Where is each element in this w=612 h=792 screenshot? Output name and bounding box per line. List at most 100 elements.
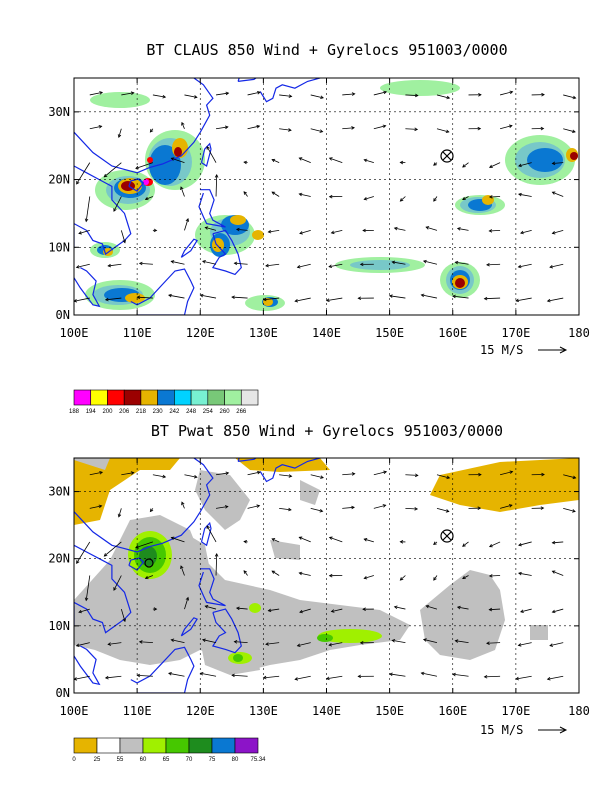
bottom-wind-vector-head [546,677,551,681]
top-wind-vector-head [382,124,387,129]
bottom-wind-vector-head [104,675,109,680]
bottom-wind-vector [423,639,438,644]
bottom-wind-vector-head [149,508,154,513]
top-wind-vector [271,159,280,164]
top-wind-vector-head [204,226,209,230]
bottom-y-tick-label: 30N [48,485,70,499]
bottom-wind-vector-head [136,673,141,678]
top-wind-vector [78,229,90,234]
bottom-wind-vector-head [551,540,556,545]
top-wind-vector [118,128,122,138]
bottom-wind-vector [202,639,217,644]
bottom-wind-vector [180,565,185,576]
bottom-wind-vector-head [382,504,387,508]
top-wind-vector-head [486,262,490,267]
bottom-wind-vector-head [393,605,398,610]
bottom-wind-vector-head [99,471,104,475]
top-wind-vector-head [117,134,122,138]
bottom-wind-vector-head [265,642,269,646]
top-wind-vector-head [103,173,108,178]
bottom-wind-vector-head [572,509,576,513]
top-wind-vector [405,94,418,96]
top-wind-vector [400,196,406,202]
top-wind-vector-head [231,295,235,300]
top-wind-vector [247,91,261,96]
top-wind-vector [108,263,122,267]
top-wind-vector [310,94,324,99]
top-wind-vector-head [388,294,393,298]
bottom-wind-vector-head [257,470,261,475]
top-wind-vector [342,93,355,96]
bottom-wind-vector-head [328,642,333,647]
bottom-colorbar-swatch [165,737,190,754]
top-wind-vector-head [509,90,514,95]
bottom-wind-vector [113,575,122,591]
bottom-wind-vector [329,642,343,646]
top-wind-vector-head [78,231,82,235]
top-wind-vector [271,191,280,197]
bottom-wind-vector [247,505,260,509]
top-wind-vector [405,128,418,130]
top-wind-vector [326,297,343,301]
top-colorbar-swatch [240,389,259,406]
top-colorbar-swatch [123,389,142,406]
bottom-wind-vector [520,608,532,613]
top-y-tick-label: 30N [48,105,70,119]
bottom-wind-vector-head [483,674,488,679]
bottom-wind-vector [452,673,469,677]
top-wind-vector [89,125,102,130]
top-wind-vector-head [271,191,276,195]
bottom-colorbar-swatch [96,737,121,754]
bottom-wind-vector [342,473,355,476]
bottom-wind-vector-head [243,570,247,574]
top-wind-vector-head [357,296,362,301]
top-wind-vector [104,162,122,178]
bottom-wind-vector [247,471,261,476]
top-wind-vector-head [181,121,185,126]
bottom-wind-vector-head [98,504,103,509]
bottom-wind-vector-head [433,577,437,581]
bottom-wind-vector-head [256,504,261,508]
bottom-wind-vector-head [113,587,117,591]
bottom-wind-vector [184,474,197,478]
top-wind-vector-head [551,161,556,166]
bottom-wind-vector-head [488,607,493,612]
bottom-wind-vector [108,642,122,645]
top-coast-segment [200,142,212,167]
top-wind-vector-head [414,93,419,98]
bottom-colorbar-label: 60 [140,757,147,763]
top-wind-vector [421,294,438,299]
bottom-y-tick-label: 20N [48,552,70,566]
bottom-wind-vector [184,597,189,610]
bottom-coast-segment [200,521,212,547]
top-wind-vector [515,297,532,302]
top-wind-vector-head [257,90,261,95]
bottom-colorbar-label: 75.34 [250,757,266,763]
bottom-colorbar-label: 25 [94,757,101,763]
bottom-wind-vector-head [330,609,335,613]
top-wind-vector [331,229,343,234]
bottom-wind-vector [518,572,532,576]
top-wind-vector [89,92,103,96]
bottom-wind-vector-head [420,671,425,676]
bottom-wind-vector-head [298,536,303,540]
top-x-tick-label: 150E [375,326,404,340]
bottom-wind-vector-head [351,472,356,476]
bottom-wind-vector-head [486,641,490,645]
bottom-wind-vector [215,506,228,509]
bottom-wind-vector [105,675,122,679]
bottom-coast-segment [180,617,198,637]
bottom-wind-vector-head [551,609,556,614]
top-wind-vector-head [515,298,520,303]
bottom-wind-vector-head [320,475,324,479]
bottom-wind-vector-head [299,609,303,614]
top-wind-vector-head [330,230,335,235]
top-gyre-marker [440,149,454,163]
top-wind-vector-head [149,128,154,133]
bottom-wind-vector [421,672,438,677]
bottom-wind-vector [104,541,122,557]
bottom-wind-vector [405,474,418,476]
bottom-wind-vector [89,471,103,476]
top-wind-vector [243,191,248,197]
bottom-wind-vector [279,474,292,477]
